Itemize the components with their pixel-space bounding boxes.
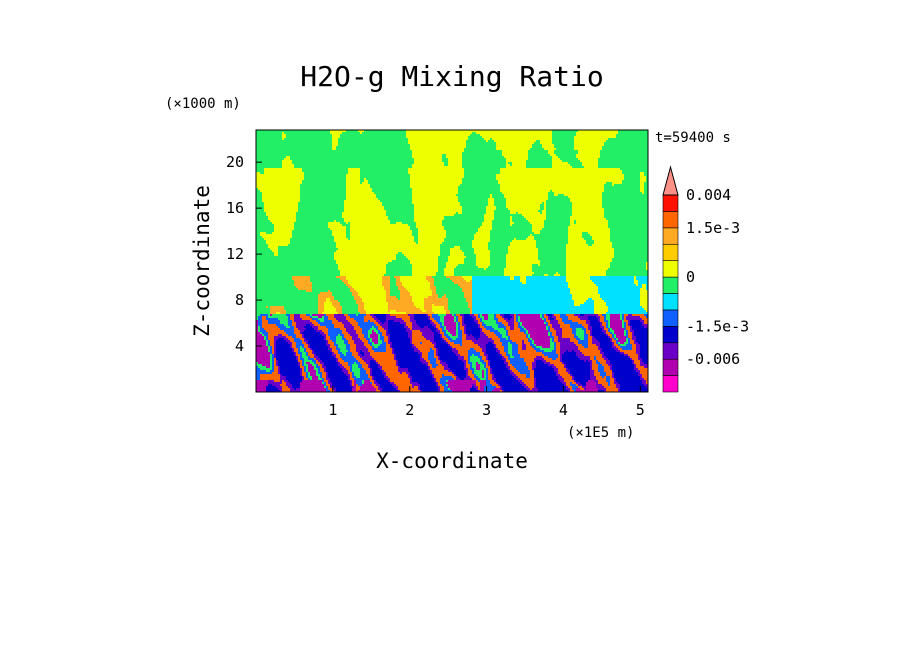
x-axis-label: X-coordinate: [376, 449, 528, 473]
time-label: t=59400 s: [655, 130, 731, 146]
chart-canvas: H2O-g Mixing Ratio (×1000 m) t=59400 s (…: [0, 0, 904, 654]
chart-title: H2O-g Mixing Ratio: [300, 60, 603, 93]
x-unit-label: (×1E5 m): [567, 425, 634, 441]
y-axis-label: Z-coordinate: [190, 185, 214, 337]
y-unit-label: (×1000 m): [165, 96, 241, 112]
contour-field: [256, 130, 648, 392]
